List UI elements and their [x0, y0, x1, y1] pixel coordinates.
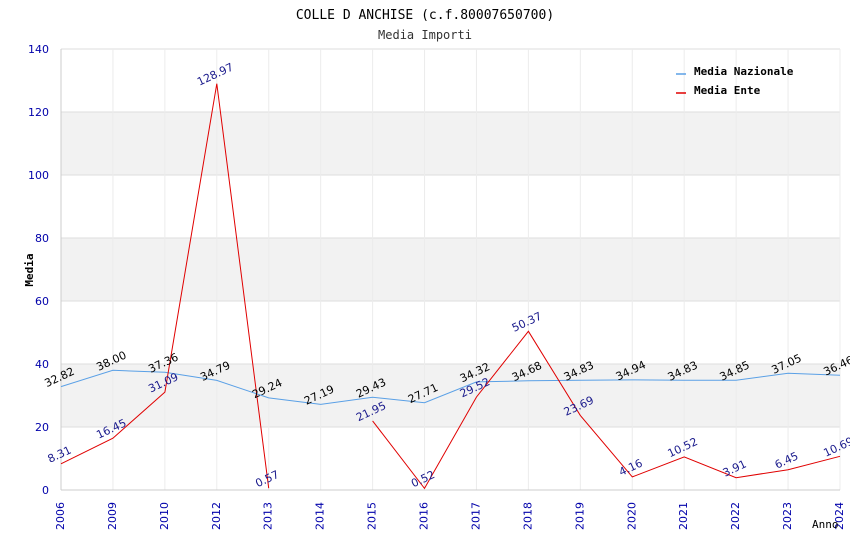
x-tick-label: 2019	[573, 502, 586, 530]
x-tick-label: 2021	[677, 502, 690, 530]
y-tick-label: 0	[42, 484, 49, 497]
chart-subtitle: Media Importi	[378, 28, 472, 42]
grid-bands	[61, 112, 840, 427]
data-label-1: 128.97	[195, 61, 235, 89]
x-tick-label: 2018	[521, 502, 534, 530]
y-tick-label: 100	[28, 169, 49, 182]
grid-band	[61, 364, 840, 427]
legend: Media Nazionale Media Ente	[676, 65, 794, 97]
series-line-1	[60, 83, 270, 489]
data-label-1: 0.57	[253, 468, 281, 490]
legend-label-ente: Media Ente	[694, 84, 761, 97]
x-tick-label: 2022	[729, 502, 742, 530]
x-tick-label: 2020	[625, 502, 638, 530]
x-tick-label: 2016	[418, 502, 431, 530]
y-tick-label: 40	[35, 358, 49, 371]
x-tick-label: 2006	[54, 502, 67, 530]
x-tick-labels: 2006 2009 2010 2012 2013 2014 2015 2016 2017 2018…	[54, 502, 846, 530]
data-label-1: 10.69	[821, 435, 850, 460]
x-tick-label: 2015	[366, 502, 379, 530]
x-tick-label: 2023	[781, 502, 794, 530]
series-line-1	[372, 330, 841, 490]
x-tick-label: 2024	[833, 502, 846, 530]
series-lines	[60, 83, 841, 490]
x-axis-label: Anno	[812, 518, 839, 531]
axes	[60, 49, 840, 491]
y-tick-label: 60	[35, 295, 49, 308]
chart-title: COLLE D ANCHISE (c.f.80007650700)	[296, 8, 554, 23]
x-tick-label: 2009	[106, 502, 119, 530]
data-label-1: 10.52	[666, 435, 700, 460]
y-tick-label: 80	[35, 232, 49, 245]
data-label-1: 50.37	[510, 310, 544, 335]
x-tick-label: 2010	[158, 502, 171, 530]
series-line-0	[60, 369, 841, 405]
y-tick-label: 20	[35, 421, 49, 434]
y-tick-label: 140	[28, 43, 49, 56]
y-axis-label: Media	[23, 253, 36, 286]
grid-band	[61, 112, 840, 175]
grid-band	[61, 238, 840, 301]
x-tick-label: 2014	[314, 502, 327, 530]
y-tick-label: 120	[28, 106, 49, 119]
x-tick-label: 2017	[469, 502, 482, 530]
data-label-1: 8.31	[46, 444, 74, 466]
legend-label-nazionale: Media Nazionale	[694, 65, 794, 78]
data-label-1: 6.45	[773, 449, 801, 471]
x-tick-label: 2013	[262, 502, 275, 530]
y-tick-labels: 0 20 40 60 80 100 120 140	[28, 43, 49, 497]
x-tick-label: 2012	[210, 502, 223, 530]
